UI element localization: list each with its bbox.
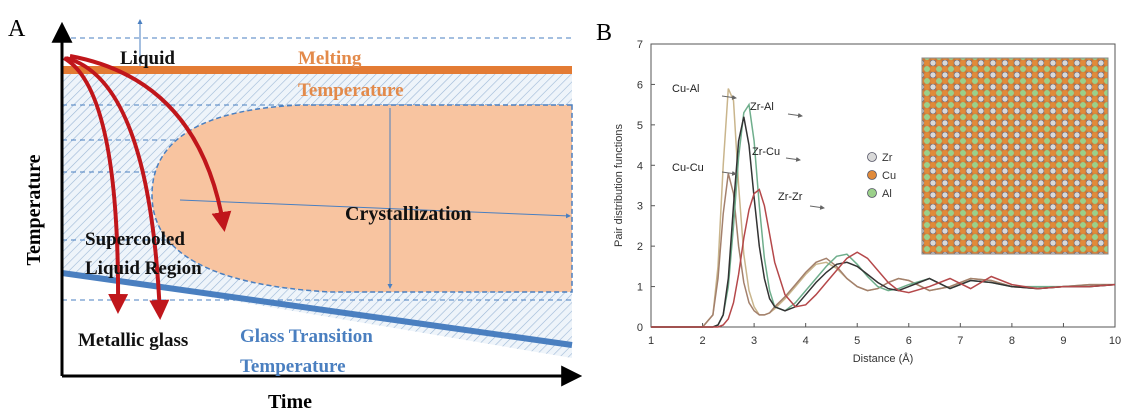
x-tick-label: 1 [648,335,654,347]
legend-label: Al [882,188,892,200]
x-tick-label: 6 [906,335,912,347]
x-tick-label: 10 [1109,335,1121,347]
series-annotation: Zr-Cu [752,146,780,158]
legend-swatch [867,188,877,198]
series-annotation: Zr-Al [750,101,774,113]
label: Melting [298,48,362,69]
x-tick-label: 8 [1009,335,1015,347]
x-tick-label: 7 [957,335,963,347]
glass-transition-line [61,270,573,348]
legend-swatch [867,170,877,180]
label: Temperature [298,80,404,101]
y-tick-label: 5 [637,120,643,132]
annotation-arrow [785,156,801,162]
label: Liquid [120,48,175,69]
label: Supercooled [85,229,185,250]
y-tick-label: 0 [637,322,643,334]
axis-label: Time [268,391,312,413]
y-tick-label: 2 [637,241,643,253]
label: Crystallization [345,203,472,225]
y-tick-label: 7 [637,39,643,51]
line-series [651,173,1115,328]
label: Liquid Region [85,258,202,279]
x-tick-label: 2 [699,335,705,347]
annotation-arrow [721,94,737,100]
panel-a: A Liquid Melting Temperature Crystalliza… [8,16,583,413]
label: Temperature [240,356,346,377]
x-axis-label: Distance (Å) [853,352,914,365]
annotation-arrow [721,170,737,176]
legend-label: Cu [882,170,896,182]
crystallization-nose [151,104,573,293]
annotation-arrow [809,204,825,210]
annotation-arrow [787,112,803,118]
legend-swatch [867,152,877,162]
plot-frame [650,43,1116,328]
x-tick-label: 5 [854,335,860,347]
atom-inset [921,57,1109,255]
panel-label: A [8,16,26,42]
series-annotation: Zr-Zr [778,191,803,203]
x-tick-label: 4 [803,335,809,347]
series-annotation: Cu-Al [672,83,700,95]
legend-label: Zr [882,152,893,164]
y-tick-label: 3 [637,201,643,213]
x-tick-label: 3 [751,335,757,347]
y-axis-label: Pair distribution functions [613,124,625,247]
y-tick-label: 6 [637,79,643,91]
arrow [179,199,571,219]
panel-label: B [596,20,612,46]
line-series [651,116,1116,328]
cooling-curves [62,54,232,320]
label: Metallic glass [78,330,188,351]
series-annotation: Cu-Cu [672,162,704,174]
axis-label: Temperature [23,154,45,265]
x-tick-label: 9 [1060,335,1066,347]
line-series [651,188,1116,328]
y-tick-label: 4 [637,160,643,172]
label: Glass Transition [240,326,373,347]
y-tick-label: 1 [637,282,643,294]
